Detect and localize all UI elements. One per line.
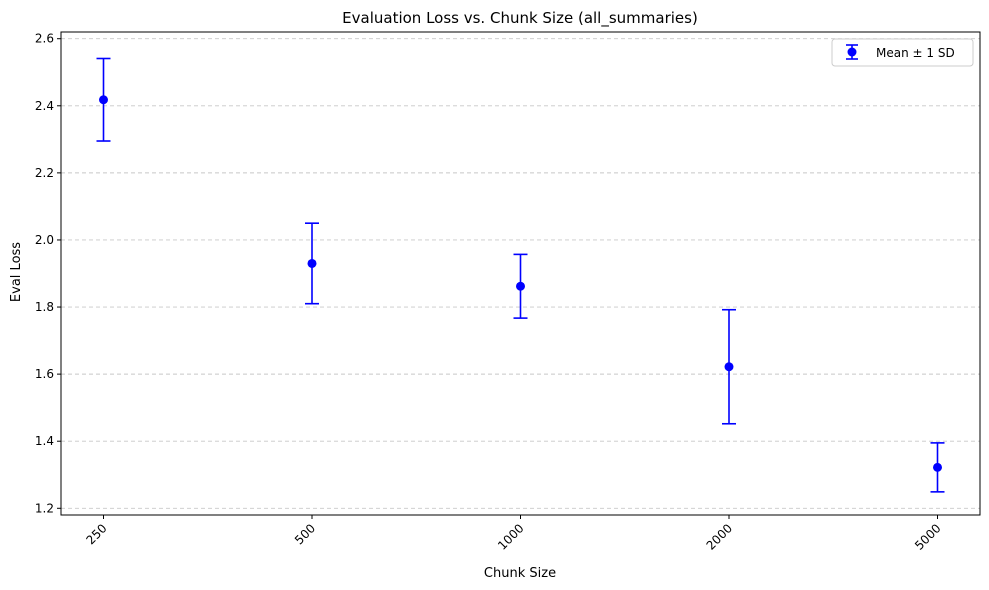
legend: Mean ± 1 SD (831, 38, 974, 67)
data-point (724, 362, 734, 372)
data-point (516, 281, 525, 291)
x-axis-label: Chunk Size (484, 566, 556, 581)
legend-box (831, 38, 974, 67)
y-axis-label: Eval Loss (9, 242, 24, 302)
data-point (933, 462, 942, 472)
x-tick-label: 5000 (912, 521, 943, 552)
y-tick-label: 1.2 (35, 501, 54, 515)
x-tick-label: 2000 (704, 521, 735, 552)
data-marks (96, 57, 945, 493)
chart-title: Evaluation Loss vs. Chunk Size (all_summ… (342, 9, 698, 28)
y-tick-label: 2.4 (35, 99, 54, 113)
gridlines (61, 38, 980, 509)
x-tick-label: 1000 (495, 521, 526, 552)
x-axis: 250 500 1000 2000 5000 (84, 515, 944, 553)
y-tick-label: 2.2 (35, 166, 54, 180)
y-tick-label: 1.4 (35, 434, 54, 448)
data-point (99, 95, 108, 105)
legend-entry: Mean ± 1 SD (876, 46, 955, 60)
x-tick-label: 250 (84, 521, 110, 547)
y-tick-label: 1.6 (35, 367, 54, 381)
data-point (307, 258, 317, 268)
x-tick-label: 500 (292, 521, 318, 547)
legend-marker (846, 44, 858, 60)
y-tick-label: 1.8 (35, 300, 54, 314)
y-axis: 1.2 1.4 1.6 1.8 2.0 2.2 2.4 2.6 (35, 32, 61, 515)
y-tick-label: 2.6 (35, 32, 54, 46)
y-tick-label: 2.0 (35, 233, 54, 247)
legend-point (847, 47, 857, 57)
